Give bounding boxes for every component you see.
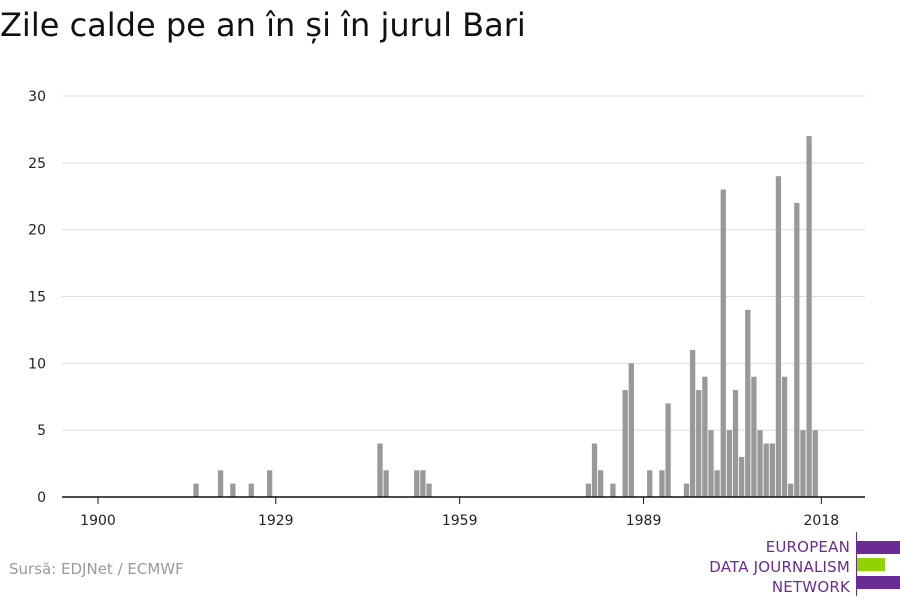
bar-2010: [769, 443, 775, 497]
bar-1920: [217, 470, 224, 497]
bar-2004: [732, 390, 739, 497]
bar-1952: [414, 470, 420, 497]
bar-1928: [266, 470, 273, 497]
bar-2008: [757, 430, 763, 497]
y-tick-label: 0: [37, 490, 46, 506]
chart-title: Zile calde pe an în și în jurul Bari: [0, 6, 526, 44]
logo-bar-top: [857, 541, 900, 554]
bar-1947: [383, 470, 389, 497]
bar-2015: [800, 430, 806, 497]
bar-1980: [585, 483, 592, 497]
logo-bar-middle: [857, 558, 885, 571]
bar-2003: [726, 430, 733, 497]
x-tick-label: 1959: [442, 513, 478, 529]
y-tick-label: 5: [37, 423, 46, 439]
bar-2012: [781, 376, 788, 497]
bar-1946: [377, 443, 383, 497]
bar-1990: [647, 470, 653, 497]
bar-2013: [788, 483, 794, 497]
bars: [193, 136, 818, 497]
logo-divider: [856, 532, 857, 596]
x-axis-ticks: 1900 1929 1959 1989 2018: [80, 497, 839, 529]
bar-1986: [622, 390, 628, 497]
x-tick-label: 1989: [626, 513, 662, 529]
bar-1953: [420, 470, 426, 497]
edjnet-logo: [856, 532, 900, 596]
bar-2017: [812, 430, 818, 497]
bar-1982: [598, 470, 604, 497]
bar-1999: [702, 376, 708, 497]
bar-2014: [794, 202, 800, 497]
logo-line-3: NETWORK: [771, 578, 850, 596]
logo-line-2: DATA JOURNALISM: [709, 558, 850, 576]
bar-1925: [248, 483, 254, 497]
y-tick-label: 20: [28, 223, 46, 239]
bar-2001: [714, 470, 720, 497]
y-tick-label: 30: [28, 89, 46, 105]
y-tick-label: 25: [28, 156, 46, 172]
y-tick-label: 15: [28, 290, 46, 306]
bar-1984: [610, 483, 616, 497]
logo-line-1: EUROPEAN: [765, 538, 850, 556]
bar-1993: [665, 403, 671, 497]
bar-1954: [426, 483, 432, 497]
logo-bar-bottom: [857, 576, 900, 589]
bar-2016: [806, 136, 812, 497]
bar-2002: [720, 189, 726, 497]
source-note: Sursă: EDJNet / ECMWF: [9, 560, 184, 578]
x-tick-label: 1929: [258, 513, 294, 529]
bar-1997: [689, 349, 696, 497]
bar-1981: [591, 443, 598, 497]
bar-2006: [745, 309, 751, 497]
bar-1922: [230, 483, 236, 497]
y-tick-label: 10: [28, 356, 46, 372]
bar-2011: [775, 176, 782, 497]
x-tick-label: 1900: [80, 513, 116, 529]
bar-2005: [739, 456, 745, 497]
bar-1998: [696, 390, 702, 497]
x-tick-label: 2018: [804, 513, 840, 529]
bar-1996: [683, 483, 690, 497]
bar-1992: [659, 470, 665, 497]
bar-2009: [763, 443, 769, 497]
bar-1987: [628, 363, 634, 497]
bar-2000: [708, 430, 714, 497]
bar-1916: [193, 483, 199, 497]
edjnet-logo-text: EUROPEAN DATA JOURNALISM NETWORK: [709, 537, 850, 597]
gridlines: [62, 95, 865, 431]
y-axis-labels: 0 5 10 15 20 25 30: [28, 89, 46, 506]
bar-2007: [751, 376, 757, 497]
